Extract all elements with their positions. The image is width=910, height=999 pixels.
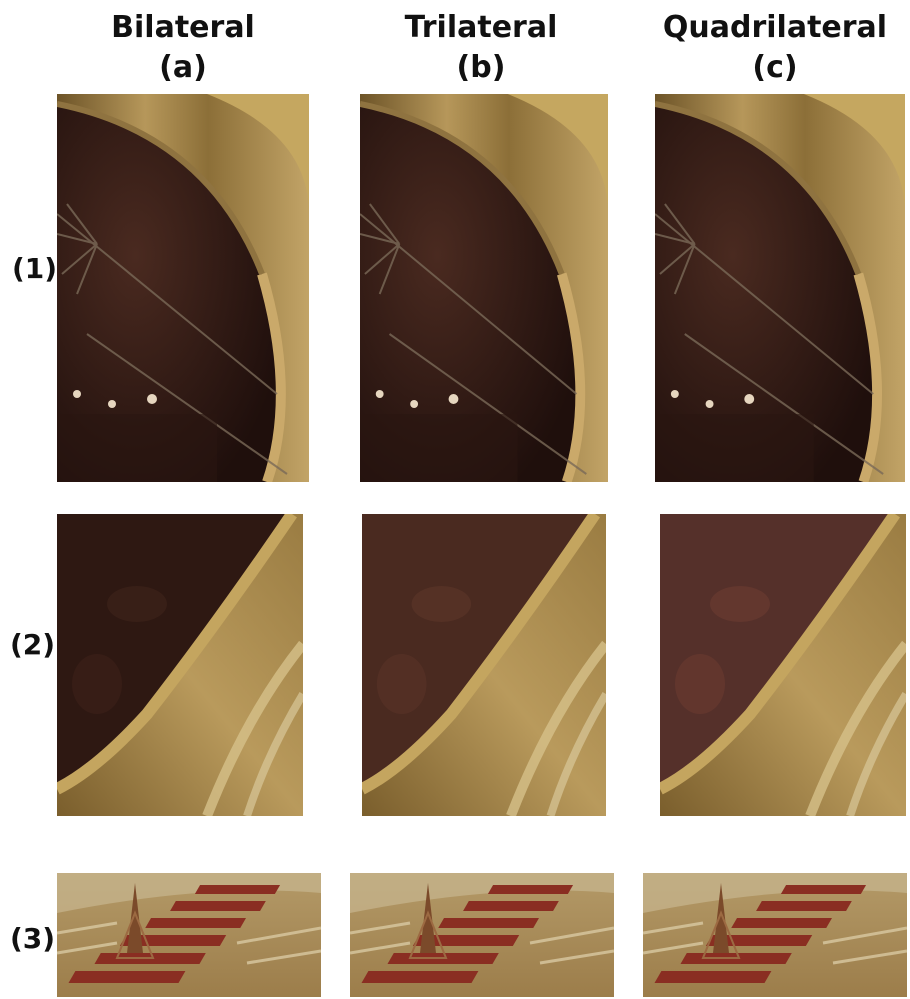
arched-window-image (655, 94, 905, 482)
image-panel-row2-quadrilateral (660, 514, 906, 816)
image-panel-row3-quadrilateral (643, 873, 907, 997)
arched-window-image (57, 94, 309, 482)
column-title: Trilateral (404, 10, 558, 45)
row-label-3: (3) (10, 922, 56, 955)
row-label-2: (2) (10, 628, 56, 661)
diagonal-molding-image (57, 514, 303, 816)
diagonal-molding-image (660, 514, 906, 816)
image-panel-row3-trilateral (350, 873, 614, 997)
red-staircase-image (57, 873, 321, 997)
column-letter: (c) (752, 50, 798, 85)
red-staircase-image (350, 873, 614, 997)
image-panel-row1-trilateral (360, 94, 608, 482)
row-label-1: (1) (12, 252, 58, 285)
column-letter: (b) (456, 50, 506, 85)
column-header-trilateral: Trilateral (b) (381, 8, 581, 88)
diagonal-molding-image (362, 514, 606, 816)
column-letter: (a) (159, 50, 207, 85)
image-panel-row2-trilateral (362, 514, 606, 816)
column-title: Quadrilateral (662, 10, 888, 45)
image-panel-row3-bilateral (57, 873, 321, 997)
column-title: Bilateral (111, 10, 255, 45)
red-staircase-image (643, 873, 907, 997)
image-panel-row1-bilateral (57, 94, 309, 482)
image-panel-row2-bilateral (57, 514, 303, 816)
arched-window-image (360, 94, 608, 482)
image-panel-row1-quadrilateral (655, 94, 905, 482)
column-header-quadrilateral: Quadrilateral (c) (650, 8, 900, 88)
column-header-bilateral: Bilateral (a) (83, 8, 283, 88)
